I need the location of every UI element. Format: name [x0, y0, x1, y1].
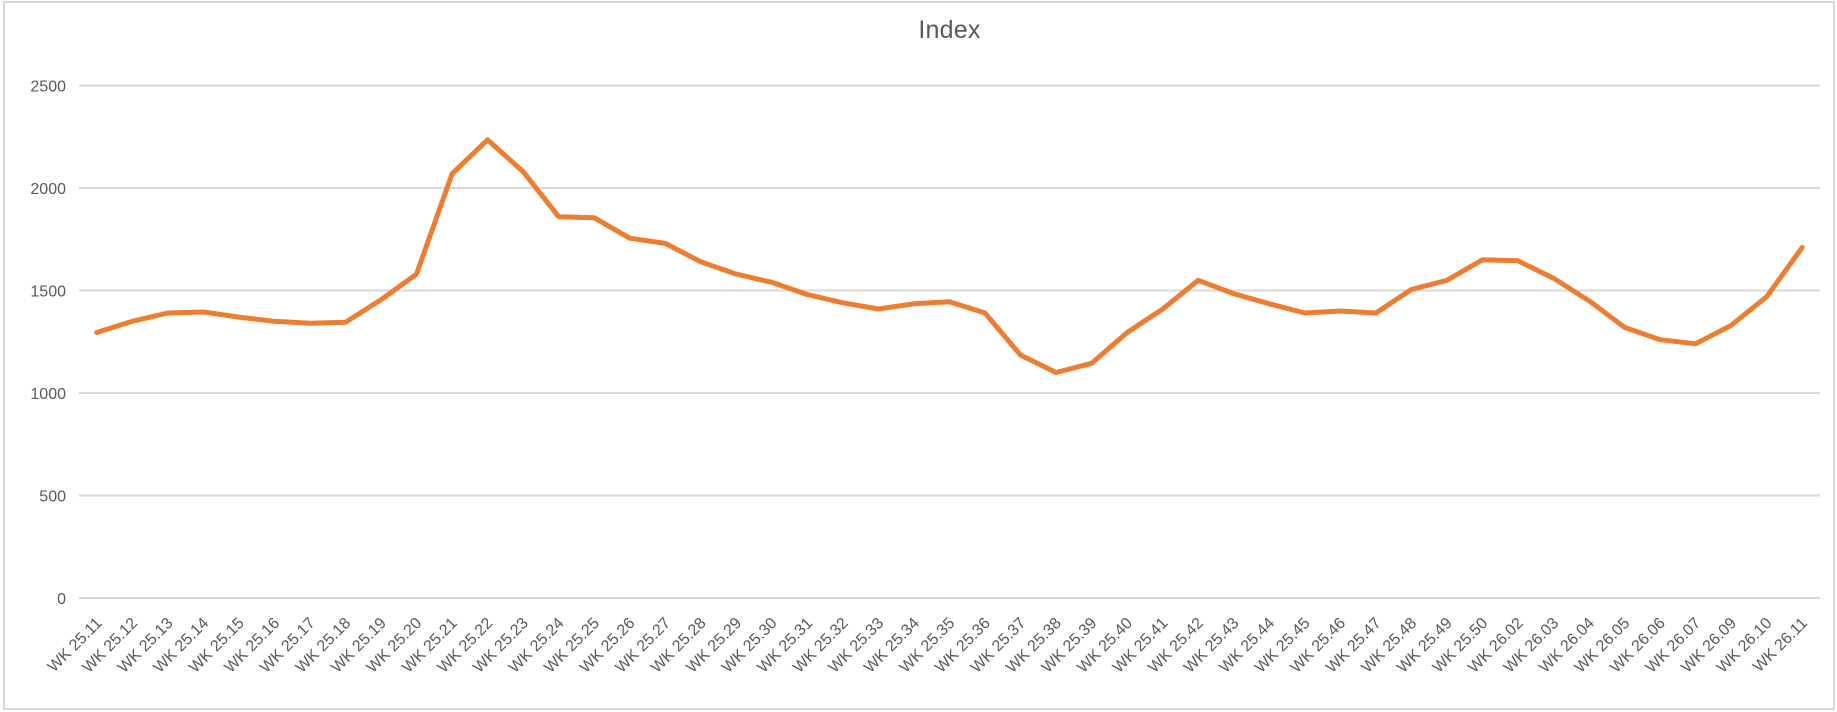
chart-frame-border: [3, 1, 1835, 710]
index-series-line: [94, 137, 1805, 375]
y-axis-tick-label: 1500: [30, 284, 66, 301]
y-axis-tick-label: 500: [39, 489, 66, 506]
chart-title: Index: [918, 16, 981, 44]
y-axis-tick-label: 2500: [30, 79, 66, 96]
y-axis-tick-label: 0: [57, 591, 66, 608]
y-axis-tick-label: 2000: [30, 181, 66, 198]
y-axis-tick-label: 1000: [30, 386, 66, 403]
